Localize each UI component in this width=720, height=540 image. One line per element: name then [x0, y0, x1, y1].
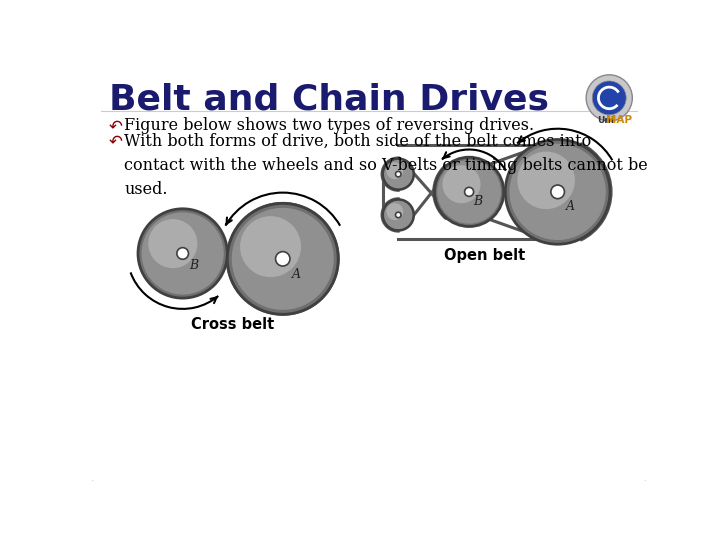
Circle shape — [505, 139, 610, 244]
Circle shape — [240, 216, 301, 277]
Text: Open belt: Open belt — [444, 248, 525, 263]
Circle shape — [395, 171, 401, 177]
Text: Figure below shows two types of reversing drives.: Figure below shows two types of reversin… — [124, 117, 534, 134]
Circle shape — [148, 219, 197, 268]
Text: A: A — [292, 268, 301, 281]
Circle shape — [593, 81, 626, 115]
Circle shape — [383, 159, 414, 190]
FancyBboxPatch shape — [90, 63, 648, 482]
Text: B: B — [473, 195, 482, 208]
Circle shape — [586, 75, 632, 121]
Circle shape — [383, 200, 414, 231]
Circle shape — [138, 209, 228, 298]
Circle shape — [387, 203, 403, 220]
Circle shape — [387, 163, 403, 179]
Circle shape — [384, 201, 413, 229]
Circle shape — [510, 144, 606, 240]
Text: MAP: MAP — [606, 116, 632, 125]
Circle shape — [551, 185, 564, 199]
Circle shape — [177, 248, 189, 259]
Text: ↶: ↶ — [109, 117, 122, 135]
Circle shape — [395, 212, 401, 218]
Circle shape — [442, 165, 480, 203]
Circle shape — [437, 160, 501, 224]
Circle shape — [518, 152, 575, 209]
Text: A: A — [566, 200, 575, 213]
Circle shape — [276, 252, 290, 266]
Circle shape — [434, 157, 504, 226]
Text: Cross belt: Cross belt — [191, 316, 274, 332]
Text: With both forms of drive, both side of the belt comes into
contact with the whee: With both forms of drive, both side of t… — [124, 132, 648, 198]
Text: ↶: ↶ — [109, 132, 122, 151]
Circle shape — [228, 204, 338, 314]
Circle shape — [384, 160, 413, 188]
Circle shape — [142, 212, 224, 294]
Text: Belt and Chain Drives: Belt and Chain Drives — [109, 83, 549, 117]
Circle shape — [232, 208, 334, 310]
Text: B: B — [189, 259, 199, 273]
Text: Uni: Uni — [597, 116, 614, 125]
Circle shape — [464, 187, 474, 197]
